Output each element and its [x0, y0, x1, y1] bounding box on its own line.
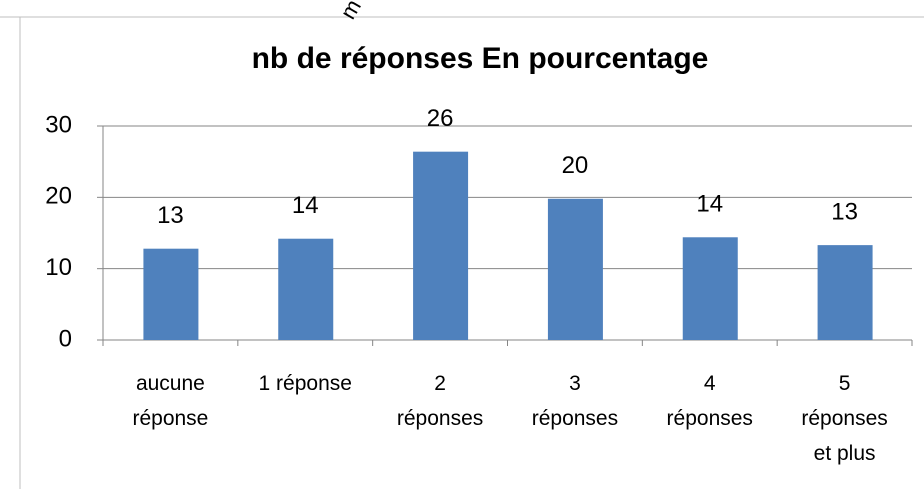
data-label: 13 — [157, 202, 184, 229]
y-tick-label: 0 — [59, 325, 72, 352]
x-tick-line: réponses — [801, 407, 887, 430]
bar — [278, 238, 334, 340]
bar — [143, 248, 199, 340]
data-label: 14 — [292, 192, 319, 219]
x-tick-line: 3 — [569, 372, 581, 395]
bar — [413, 151, 469, 340]
y-tick-label: 30 — [45, 111, 72, 138]
x-tick-line: 1 réponse — [259, 372, 352, 395]
x-tick-label: 4 réponses — [667, 372, 753, 430]
x-tick-label: 2 réponses — [397, 372, 483, 430]
chart-title: nb de réponses En pourcentage — [252, 42, 709, 75]
y-tick-label: 10 — [45, 254, 72, 281]
x-tick-line: réponses — [397, 407, 483, 430]
data-label: 14 — [696, 191, 723, 218]
x-tick-line: 5 — [839, 372, 851, 395]
x-tick-line: réponse — [132, 407, 208, 430]
x-tick-label: 5 réponses et plus — [801, 372, 887, 465]
data-label: 13 — [831, 198, 858, 225]
y-tick-label: 20 — [45, 183, 72, 210]
data-label: 26 — [427, 105, 454, 132]
bar — [547, 198, 603, 340]
x-tick-line: 4 — [704, 372, 716, 395]
bar — [817, 245, 873, 340]
x-tick-line: 2 — [434, 372, 446, 395]
x-tick-label: 3 réponses — [532, 372, 618, 430]
x-tick-line: réponses — [532, 407, 618, 430]
x-tick-line: aucune — [136, 372, 205, 395]
data-label: 20 — [562, 152, 589, 179]
annotation: m — [335, 0, 366, 23]
x-tick-label: aucune réponse — [132, 372, 208, 430]
bar — [682, 237, 738, 340]
x-tick-line: réponses — [667, 407, 753, 430]
x-tick-line: et plus — [814, 442, 876, 465]
x-tick-label: 1 réponse — [259, 372, 352, 395]
